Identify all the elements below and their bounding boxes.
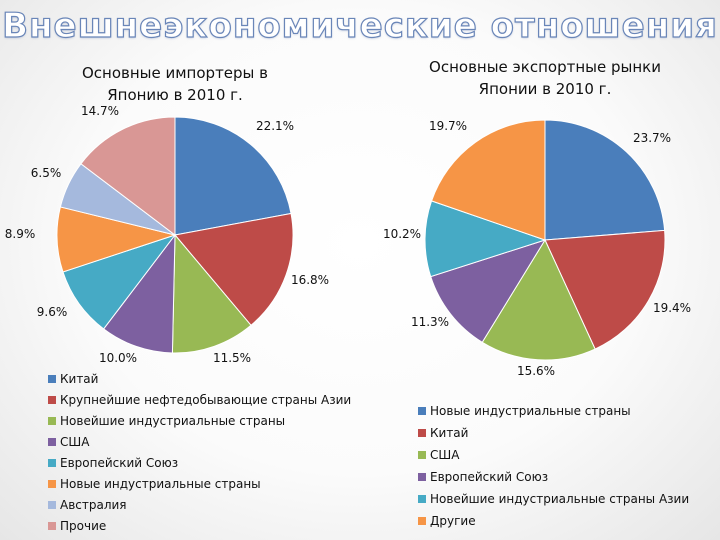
export-pie-slice-6 [430, 119, 546, 241]
import-legend-swatch-1 [48, 375, 56, 383]
export-pie-slice-2 [544, 229, 666, 350]
import-pie-slice-4 [102, 233, 176, 354]
export-legend-label-2: Китай [430, 426, 469, 440]
chart-title-imports: Основные импортеры в Японию в 2010 г. [81, 64, 269, 104]
import-legend-label-8: Прочие [60, 519, 107, 533]
export-pie-slice-4 [430, 239, 547, 343]
import-legend-swatch-5 [48, 459, 56, 467]
export-pie-slice-1 [544, 119, 666, 241]
import-pie-slice-3 [171, 233, 252, 354]
export-legend-swatch-3 [418, 451, 426, 459]
export-legend-label-3: США [430, 448, 460, 462]
slide-title: Внешнеэкономические отношения [2, 5, 718, 46]
import-legend-swatch-3 [48, 417, 56, 425]
export-legend-item-3: США [418, 448, 459, 462]
import-legend-label-2: Крупнейшие нефтедобывающие страны Азии [60, 393, 352, 407]
chart-title-exports: Основные экспортные рынки Японии в 2010 … [429, 58, 661, 98]
import-legend-label-1: Китай [60, 372, 99, 386]
import-legend-swatch-4 [48, 438, 56, 446]
export-legend-label-6: Другие [430, 514, 476, 528]
export-legend-item-1: Новые индустриальные страны [418, 404, 631, 418]
import-data-label-1: 22.1% [256, 119, 294, 133]
import-legend-item-1: Китай [48, 372, 98, 386]
import-data-label-2: 16.8% [291, 273, 329, 287]
import-legend-label-3: Новейшие индустриальные страны [60, 414, 286, 428]
import-legend-swatch-6 [48, 480, 56, 488]
export-legend-swatch-4 [418, 473, 426, 481]
export-legend-label-5: Новейшие индустриальные страны Азии [430, 492, 690, 506]
import-legend-item-6: Новые индустриальные страны [48, 477, 261, 491]
export-legend-item-6: Другие [418, 514, 476, 528]
import-legend-label-4: США [60, 435, 90, 449]
import-legend-swatch-7 [48, 501, 56, 509]
export-pie-slice-5 [424, 200, 547, 278]
export-data-label-6: 19.7% [429, 119, 467, 133]
import-data-label-6: 8.9% [5, 227, 36, 241]
export-data-label-3: 15.6% [517, 364, 555, 378]
import-legend-label-7: Австралия [60, 498, 127, 512]
export-data-label-5: 10.2% [383, 227, 421, 241]
import-legend-swatch-2 [48, 396, 56, 404]
import-pie-slice-2 [174, 212, 294, 326]
import-data-label-7: 6.5% [31, 166, 62, 180]
import-data-label-4: 10.0% [99, 351, 137, 365]
export-legend-item-2: Китай [418, 426, 468, 440]
import-legend-label-6: Новые индустриальные страны [60, 477, 261, 491]
export-pie-slice-3 [481, 238, 596, 361]
export-legend-item-4: Европейский Союз [418, 470, 548, 484]
import-legend-item-4: США [48, 435, 89, 449]
export-legend-swatch-1 [418, 407, 426, 415]
export-data-label-2: 19.4% [653, 301, 691, 315]
export-legend-swatch-2 [418, 429, 426, 437]
import-data-label-3: 11.5% [213, 351, 251, 365]
import-legend-item-2: Крупнейшие нефтедобывающие страны Азии [48, 393, 351, 407]
export-legend-item-5: Новейшие индустриальные страны Азии [418, 492, 689, 506]
export-legend-swatch-6 [418, 517, 426, 525]
export-data-label-1: 23.7% [633, 131, 671, 145]
export-data-label-4: 11.3% [411, 315, 449, 329]
import-legend-item-5: Европейский Союз [48, 456, 178, 470]
import-legend-label-5: Европейский Союз [60, 456, 179, 470]
import-pie-slice-1 [174, 116, 292, 236]
export-legend-label-4: Европейский Союз [430, 470, 549, 484]
import-legend-swatch-8 [48, 522, 56, 530]
import-pie-slice-8 [80, 116, 176, 237]
import-legend-item-3: Новейшие индустриальные страны [48, 414, 285, 428]
import-legend-item-7: Австралия [48, 498, 127, 512]
export-legend-swatch-5 [418, 495, 426, 503]
import-legend-item-8: Прочие [48, 519, 106, 533]
export-legend-label-1: Новые индустриальные страны [430, 404, 631, 418]
import-data-label-5: 9.6% [37, 305, 68, 319]
import-data-label-8: 14.7% [81, 104, 119, 118]
